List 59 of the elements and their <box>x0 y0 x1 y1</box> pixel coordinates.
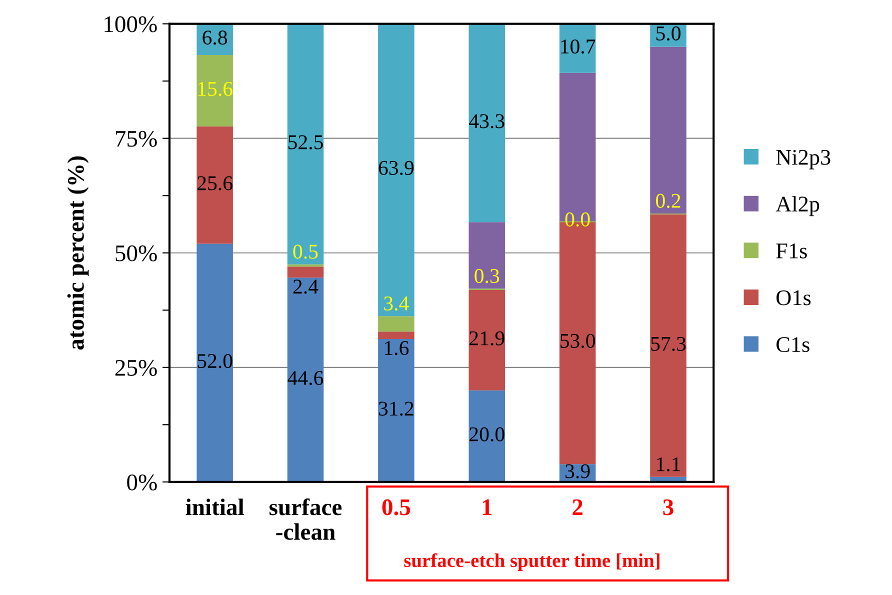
text: surface-etch sputter time [min] <box>404 553 660 572</box>
x-tick-label: 1 <box>482 499 492 515</box>
legend-label: Al2p <box>776 196 820 216</box>
data-label: 25.6 <box>198 176 232 190</box>
legend-label: C1s <box>776 337 810 352</box>
y-axis-title: atomic percent (%) <box>67 156 89 350</box>
data-label: 20.0 <box>470 427 504 442</box>
x-tick-label: 3 <box>663 499 674 516</box>
x-tick-label: initial <box>186 498 244 516</box>
bar <box>287 266 324 278</box>
bar <box>468 290 506 390</box>
bar <box>559 24 596 73</box>
bar <box>287 24 324 264</box>
data-label: 0.0 <box>565 212 590 227</box>
data-label: 3.4 <box>384 296 409 311</box>
y-tick-label: 100% <box>104 16 157 32</box>
x-tick-label: 0.5 <box>382 499 410 516</box>
bar <box>378 316 414 332</box>
data-label: 63.9 <box>378 160 414 176</box>
y-tick-label: 50% <box>116 245 157 262</box>
data-label: 52.0 <box>198 354 232 368</box>
data-label: 1.1 <box>657 457 680 472</box>
bar <box>468 390 506 482</box>
y-tick-label: 25% <box>115 360 157 376</box>
bar <box>378 24 414 316</box>
bar <box>650 214 686 477</box>
data-label: 1.6 <box>385 341 409 356</box>
data-label: 5.0 <box>656 26 680 41</box>
bar <box>468 24 506 222</box>
y-tick-label: 75% <box>116 130 157 147</box>
data-label: 0.3 <box>474 268 500 284</box>
data-label: 6.8 <box>202 30 228 45</box>
bar <box>650 46 686 214</box>
data-label: 21.9 <box>470 331 504 346</box>
bar <box>378 339 414 482</box>
bar <box>196 54 233 126</box>
bar <box>378 332 414 340</box>
legend-label: Ni2p3 <box>776 150 830 170</box>
bar <box>287 278 324 482</box>
data-label: 10.7 <box>561 39 596 54</box>
bar <box>468 222 506 289</box>
data-label: 53.0 <box>560 334 596 348</box>
legend-label: F1s <box>776 244 807 258</box>
data-label: 44.6 <box>288 370 324 386</box>
data-label: 2.4 <box>293 280 318 294</box>
data-label: 43.3 <box>469 114 504 128</box>
data-label: 52.5 <box>288 135 323 150</box>
bar <box>196 126 233 244</box>
data-label: 3.9 <box>566 464 590 478</box>
x-tick-label: surface -clean <box>270 498 342 540</box>
bar <box>196 244 233 482</box>
data-label: 31.2 <box>378 402 414 416</box>
data-label: 0.5 <box>293 244 318 259</box>
x-tick-label: 2 <box>572 499 582 515</box>
data-label: 0.2 <box>656 194 680 208</box>
data-label: 57.3 <box>651 336 686 351</box>
y-tick-label: 0% <box>127 474 157 490</box>
legend-label: O1s <box>776 290 811 306</box>
data-label: 15.6 <box>198 82 232 96</box>
